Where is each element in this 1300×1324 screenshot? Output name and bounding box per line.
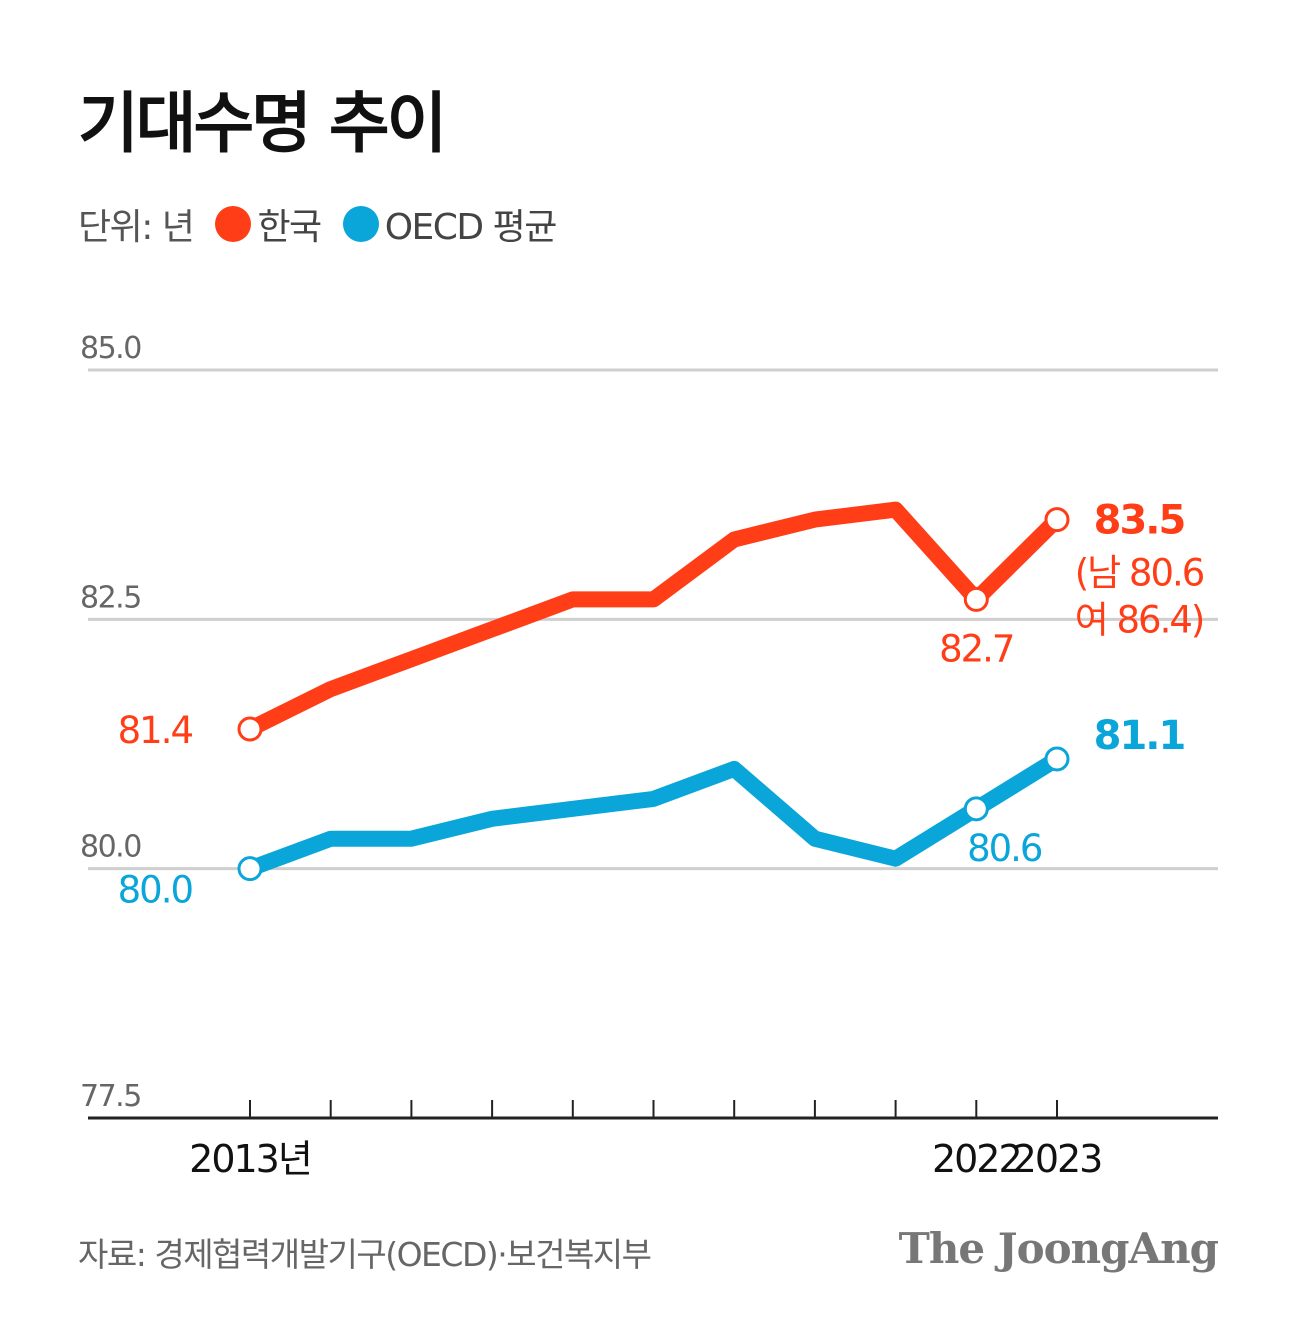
korea-data-label: 83.5 — [1094, 498, 1185, 544]
korea-point-marker — [963, 586, 989, 612]
korea-series-line — [242, 501, 1065, 737]
korea-data-label: (남 80.6 — [1075, 552, 1204, 595]
unit-label: 단위: 년 — [78, 207, 195, 248]
source-note: 자료: 경제협력개발기구(OECD)·보건복지부 — [78, 1235, 652, 1274]
brand-logo: The JoongAng — [898, 1224, 1219, 1273]
legend-korea-label: 한국 — [257, 207, 322, 248]
x-tick-label: 2023 — [1013, 1137, 1102, 1181]
korea-point-marker — [1044, 507, 1070, 533]
oecd-data-label: 81.1 — [1094, 713, 1185, 759]
legend-item-oecd: OECD 평균 — [342, 198, 558, 250]
korea-data-label: 여 86.4) — [1075, 599, 1204, 642]
x-tick-label: 2022 — [932, 1137, 1021, 1181]
korea-data-label: 82.7 — [939, 627, 1013, 670]
oecd-data-label: 80.6 — [967, 827, 1042, 870]
y-tick-label: 82.5 — [80, 580, 141, 615]
korea-dot-icon — [215, 206, 252, 242]
oecd-point-marker — [1044, 746, 1070, 772]
x-tick-label: 2013년 — [189, 1137, 311, 1181]
legend-item-korea: 한국 — [215, 198, 322, 250]
y-tick-label: 80.0 — [80, 830, 141, 865]
legend: 단위: 년 한국 OECD 평균 — [78, 198, 558, 250]
korea-point-marker — [237, 716, 263, 742]
chart-title: 기대수명 추이 — [78, 85, 447, 162]
legend-oecd-label: OECD 평균 — [384, 207, 558, 248]
oecd-point-marker — [237, 856, 263, 882]
korea-data-label: 81.4 — [118, 709, 193, 752]
oecd-data-label: 80.0 — [118, 869, 193, 912]
oecd-dot-icon — [342, 206, 379, 242]
oecd-point-marker — [963, 796, 989, 822]
y-tick-label: 77.5 — [80, 1079, 141, 1114]
oecd-series-line — [242, 751, 1065, 877]
y-tick-label: 85.0 — [80, 331, 141, 366]
